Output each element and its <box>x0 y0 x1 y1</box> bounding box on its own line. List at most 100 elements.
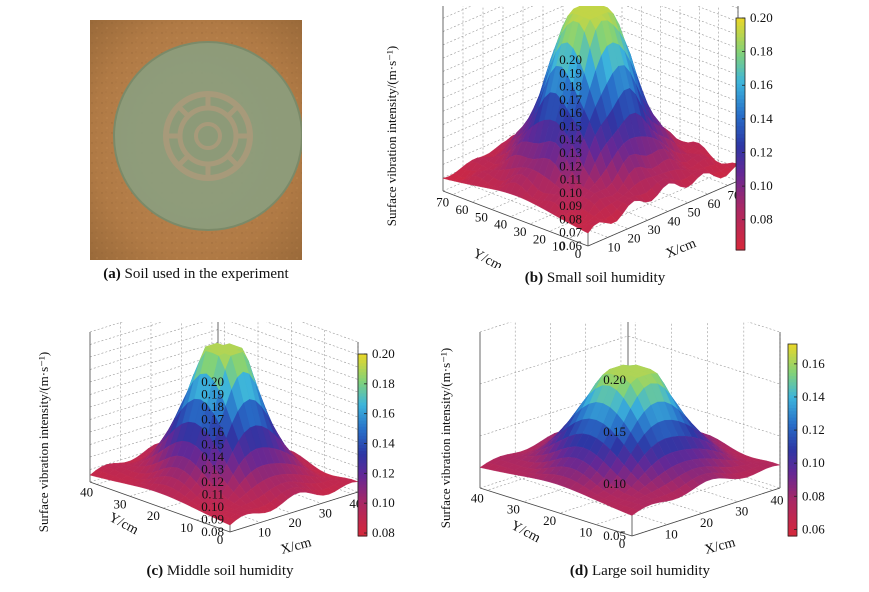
x-tick-label: 10 <box>258 524 271 539</box>
colorbar-segment <box>358 426 367 431</box>
colorbar-tick-label: 0.10 <box>372 495 395 510</box>
colorbar-segment <box>358 369 367 373</box>
colorbar-segment <box>788 443 797 447</box>
x-tick-label: 40 <box>668 213 681 228</box>
colorbar-tick-label: 0.18 <box>750 44 773 59</box>
colorbar-segment <box>736 219 745 224</box>
z-gridline <box>89 391 359 443</box>
colorbar-segment <box>358 417 367 422</box>
colorbar-segment <box>736 68 745 73</box>
colorbar-segment <box>358 354 367 358</box>
colorbar-segment <box>358 526 367 531</box>
colorbar-segment <box>788 376 797 380</box>
z-tick-label: 0.09 <box>559 198 582 213</box>
colorbar-segment <box>736 172 745 178</box>
colorbar-segment <box>788 500 797 505</box>
colorbar-segment <box>736 130 745 135</box>
colorbar-segment <box>358 390 367 395</box>
colorbar-segment <box>736 76 745 81</box>
axis-edge <box>89 481 231 533</box>
colorbar-segment <box>788 494 797 499</box>
caption-c: (c) Middle soil humidity <box>110 563 330 580</box>
colorbar-segment <box>788 459 797 463</box>
z-gridline <box>89 291 359 343</box>
z-tick-label: 0.05 <box>603 528 626 543</box>
colorbar-segment <box>736 126 745 131</box>
colorbar-segment <box>736 192 745 197</box>
z-tick-label: 0.14 <box>559 132 582 147</box>
y-tick-label: 20 <box>543 513 556 528</box>
z-tick-label: 0.20 <box>559 52 582 67</box>
colorbar-segment <box>788 468 797 473</box>
colorbar-segment <box>736 45 745 50</box>
colorbar-segment <box>736 56 745 62</box>
y-tick-label: 70 <box>436 195 449 210</box>
colorbar-segment <box>358 523 367 528</box>
colorbar-segment <box>736 79 745 85</box>
tick-labels: 0.05 0.10 0.15 0.20 10 20 30 40 0 10 20 30 40 <box>471 372 784 551</box>
sensor-disc <box>113 41 303 231</box>
axis-edge <box>229 491 359 533</box>
colorbar-tick-label: 0.16 <box>802 356 825 371</box>
colorbar-segment <box>788 369 797 374</box>
z-gridline <box>479 387 781 437</box>
colorbar-segment <box>736 64 745 69</box>
colorbar-segment <box>736 203 745 209</box>
colorbar-segment <box>358 381 367 385</box>
colorbar-segment <box>358 393 367 398</box>
surface-patch <box>223 517 237 526</box>
z-gridline <box>89 366 359 418</box>
z-tick-label: 0.16 <box>201 424 224 439</box>
colorbar-segment <box>788 417 797 422</box>
colorbar-tick-label: 0.18 <box>372 376 395 391</box>
z-gridline <box>89 354 359 405</box>
colorbar-segment <box>358 493 367 498</box>
colorbar-segment <box>736 110 745 116</box>
colorbar-segment <box>788 484 797 489</box>
colorbar-segment <box>736 99 745 104</box>
colorbar-frame <box>787 343 798 537</box>
colorbar-segment <box>736 87 745 93</box>
y-tick-label: 30 <box>114 496 127 511</box>
z-tick-label: 0.20 <box>201 374 224 389</box>
colorbar-segment <box>358 505 367 510</box>
colorbar-segment <box>358 375 367 379</box>
colorbar-segment <box>358 357 367 361</box>
colorbar-segment <box>358 438 367 443</box>
colorbar-segment <box>358 363 367 367</box>
z-tick-label: 0.10 <box>603 476 626 491</box>
x-tick-label: 20 <box>700 515 713 530</box>
colorbar-segment <box>736 103 745 108</box>
colorbar-segment <box>736 161 745 166</box>
z-axis-label: Surface vibration intensity/(m·s⁻¹) <box>36 352 51 532</box>
y-floor-gridline <box>568 173 719 239</box>
colorbar-segment <box>736 141 745 147</box>
colorbar-segment <box>788 398 797 403</box>
colorbar-segment <box>788 491 797 495</box>
colorbar-segment <box>358 448 367 452</box>
colorbar-segment <box>358 502 367 507</box>
colorbar-segment <box>736 25 745 31</box>
colorbar-segment <box>358 529 367 534</box>
colorbar-segment <box>736 246 745 251</box>
colorbar-segment <box>788 360 797 364</box>
colorbar-segment <box>736 134 745 139</box>
colorbar-segment <box>788 481 797 486</box>
colorbar-segment <box>788 449 797 454</box>
y-tick-label: 40 <box>80 484 93 499</box>
colorbar-segment <box>788 532 797 537</box>
colorbar-segment <box>788 465 797 470</box>
colorbar-segment <box>358 402 367 407</box>
z-tick-label: 0.19 <box>559 65 582 80</box>
colorbar-segment <box>736 199 745 205</box>
z-gridline <box>479 335 781 385</box>
colorbar-segment <box>358 366 367 370</box>
z-tick-label: 0.18 <box>201 399 224 414</box>
colorbar-segment <box>358 387 367 391</box>
colorbar-segment <box>736 72 745 77</box>
colorbar-segment <box>788 529 797 534</box>
colorbar-segment <box>788 350 797 355</box>
colorbar-segment <box>358 454 367 458</box>
colorbar-segment <box>788 427 797 431</box>
colorbar-segment <box>788 404 797 409</box>
